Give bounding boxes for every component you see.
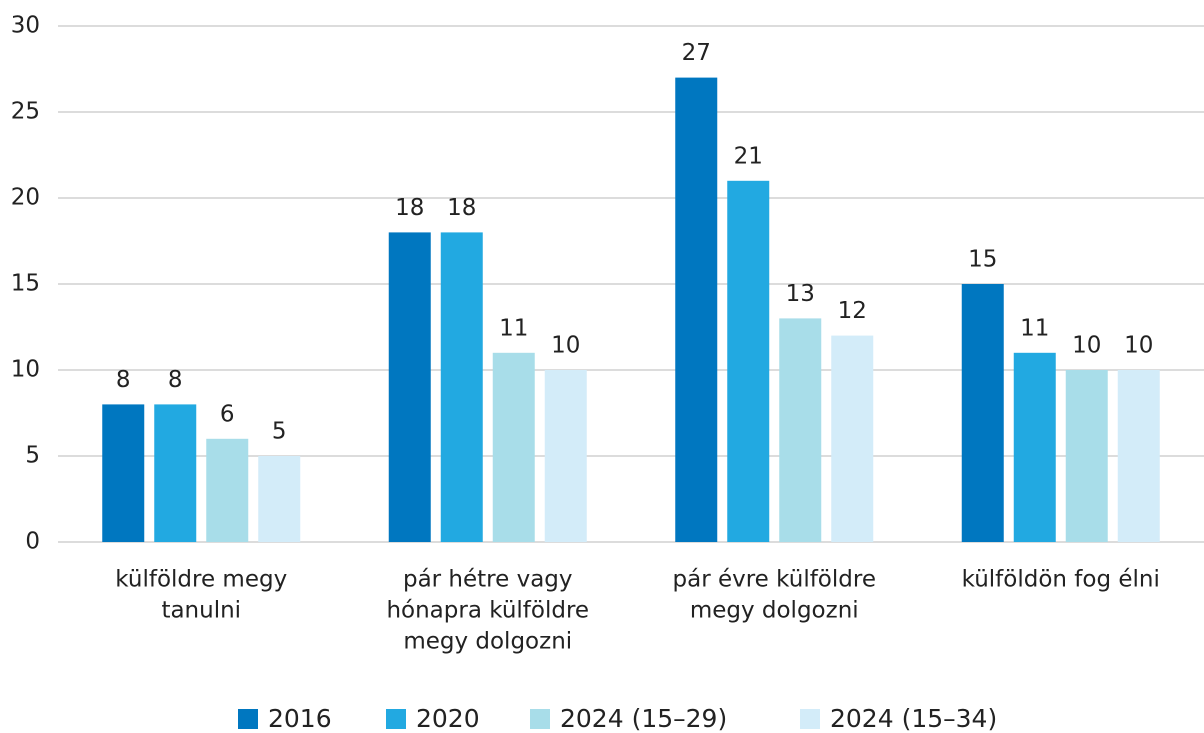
x-tick-label: külföldre megy <box>115 567 287 593</box>
y-tick-label: 5 <box>25 443 40 469</box>
value-label: 13 <box>786 281 815 307</box>
bar <box>1013 352 1056 542</box>
bar <box>440 232 483 542</box>
bar <box>1117 370 1160 542</box>
y-tick-label: 20 <box>11 185 40 211</box>
bar <box>544 370 587 542</box>
x-tick-label: hónapra külföldre <box>386 598 589 624</box>
x-tick-label: megy dolgozni <box>403 629 572 655</box>
bar <box>492 352 535 542</box>
bar <box>675 77 718 542</box>
value-label: 8 <box>168 367 183 393</box>
value-label: 18 <box>447 195 476 221</box>
y-tick-label: 15 <box>11 271 40 297</box>
bar <box>206 438 249 542</box>
legend-label: 2024 (15–29) <box>560 704 727 733</box>
value-label: 18 <box>395 195 424 221</box>
legend-label: 2020 <box>416 704 480 733</box>
legend-swatch <box>800 709 820 729</box>
bar <box>961 284 1004 542</box>
bar <box>727 180 770 543</box>
value-label: 5 <box>272 419 287 445</box>
bar <box>1065 370 1108 542</box>
legend-swatch <box>238 709 258 729</box>
value-label: 21 <box>734 143 763 169</box>
value-label: 12 <box>838 298 867 324</box>
bar <box>831 335 874 542</box>
value-label: 27 <box>682 40 711 66</box>
x-tick-label: külföldön fog élni <box>962 567 1160 593</box>
x-tick-label: pár hétre vagy <box>403 567 573 593</box>
bar <box>102 404 145 542</box>
bar <box>779 318 822 542</box>
x-tick-label: pár évre külföldre <box>673 567 876 593</box>
bar <box>154 404 197 542</box>
y-tick-label: 30 <box>11 13 40 39</box>
value-label: 15 <box>968 247 997 273</box>
value-label: 8 <box>116 367 131 393</box>
y-tick-label: 10 <box>11 357 40 383</box>
legend-label: 2024 (15–34) <box>830 704 997 733</box>
y-tick-label: 25 <box>11 99 40 125</box>
legend-swatch <box>386 709 406 729</box>
x-tick-label: tanulni <box>161 598 241 624</box>
bar <box>258 456 301 542</box>
x-tick-label: megy dolgozni <box>690 598 859 624</box>
value-label: 11 <box>499 315 528 341</box>
legend-label: 2016 <box>268 704 332 733</box>
value-label: 11 <box>1020 315 1049 341</box>
value-label: 6 <box>220 401 235 427</box>
value-label: 10 <box>1124 333 1153 359</box>
y-tick-label: 0 <box>25 529 40 555</box>
value-label: 10 <box>1072 333 1101 359</box>
legend-swatch <box>530 709 550 729</box>
value-label: 10 <box>551 333 580 359</box>
bar <box>388 232 431 542</box>
